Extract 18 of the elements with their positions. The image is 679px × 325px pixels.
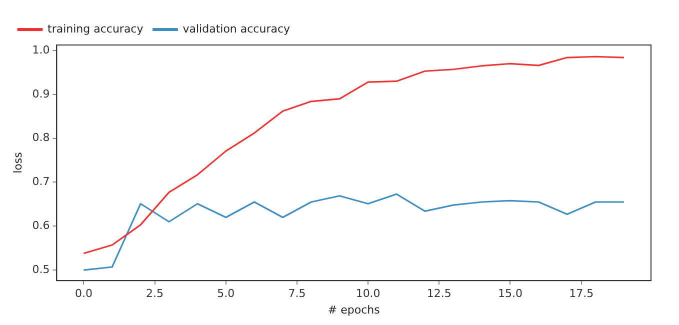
y-tick-label: 1.0 [32,43,50,56]
x-tick-label: 10.0 [356,287,380,300]
y-tick-label: 0.6 [32,219,50,232]
y-tick-label: 0.9 [32,87,50,100]
x-tick-label: 2.5 [146,287,164,300]
y-tick-label: 0.7 [32,175,50,188]
y-tick-label: 0.5 [32,262,50,276]
x-tick-label: 0.0 [74,287,92,300]
y-tick-label: 0.8 [32,131,50,144]
x-tick-label: 15.0 [498,287,522,300]
y-axis-title: loss [11,152,24,174]
x-axis-title: # epochs [328,303,380,316]
x-tick-label: 17.5 [569,287,594,300]
x-tick-label: 5.0 [217,287,235,300]
x-tick-label: 12.5 [426,287,452,300]
legend-label: validation accuracy [182,22,291,36]
legend-label: training accuracy [48,22,144,36]
x-tick-label: 7.5 [288,287,306,300]
